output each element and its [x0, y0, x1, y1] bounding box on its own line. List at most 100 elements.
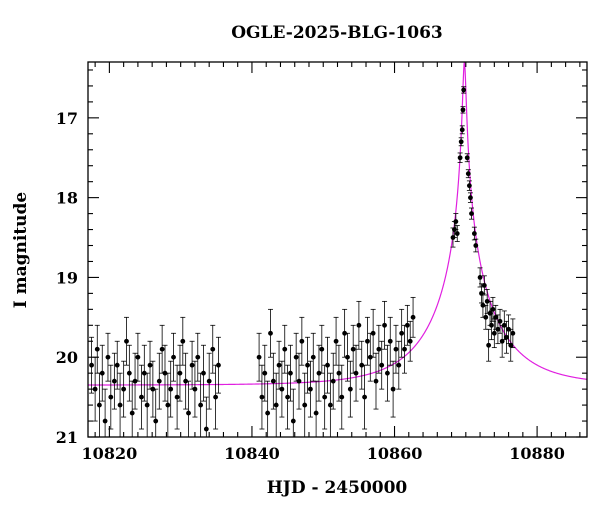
- data-point: [153, 388, 159, 437]
- data-point: [370, 308, 376, 358]
- data-point: [458, 137, 464, 147]
- data-point: [96, 372, 102, 437]
- data-point: [256, 332, 262, 382]
- data-point: [114, 340, 120, 390]
- data-point: [469, 207, 475, 220]
- data-point: [373, 352, 379, 410]
- data-point: [486, 328, 492, 362]
- data-point: [379, 340, 385, 390]
- data-point: [364, 316, 370, 366]
- data-point: [471, 226, 477, 241]
- data-point: [117, 372, 123, 437]
- data-point: [342, 308, 348, 358]
- data-point: [189, 340, 195, 390]
- data-points-layer: [89, 86, 516, 437]
- x-tick-label: 10840: [224, 444, 280, 463]
- data-point: [382, 300, 388, 350]
- chart-title: OGLE-2025-BLG-1063: [231, 23, 443, 43]
- y-tick-label: 21: [56, 428, 78, 447]
- data-point: [126, 344, 132, 402]
- data-point: [94, 324, 100, 374]
- data-point: [457, 152, 463, 163]
- data-point: [467, 192, 473, 203]
- data-point: [135, 332, 141, 382]
- data-point: [138, 364, 144, 430]
- data-point: [259, 364, 265, 430]
- data-point: [123, 316, 129, 366]
- x-tick-labels: 10820 10840 10860 10880: [82, 444, 565, 463]
- data-point: [192, 360, 198, 418]
- data-point: [396, 340, 402, 390]
- data-point: [279, 360, 285, 418]
- data-point: [89, 336, 95, 394]
- data-point: [141, 344, 147, 402]
- data-point: [327, 372, 333, 437]
- plot-frame: [87, 61, 588, 438]
- data-point: [156, 352, 162, 410]
- data-point: [180, 316, 186, 366]
- data-point: [177, 344, 183, 402]
- data-point: [307, 360, 313, 418]
- data-point: [490, 296, 496, 322]
- data-point: [454, 225, 460, 242]
- data-point: [313, 380, 319, 437]
- data-point: [387, 316, 393, 366]
- data-point: [359, 340, 365, 390]
- data-point: [267, 308, 273, 358]
- data-point: [333, 316, 339, 366]
- data-point: [464, 153, 470, 163]
- data-point: [293, 332, 299, 382]
- data-point: [347, 360, 353, 418]
- data-point: [215, 336, 221, 394]
- data-point: [510, 318, 516, 349]
- data-point: [353, 344, 359, 402]
- data-point: [186, 380, 192, 437]
- data-point: [488, 310, 494, 341]
- model-curve: [88, 62, 587, 386]
- x-axis-label: HJD - 2450000: [267, 478, 408, 498]
- data-point: [203, 396, 209, 437]
- data-point: [322, 364, 328, 430]
- data-point: [402, 324, 408, 374]
- data-point: [296, 352, 302, 410]
- data-point: [105, 332, 111, 382]
- data-point: [285, 364, 291, 430]
- y-tick-label: 17: [56, 109, 78, 128]
- data-point: [325, 336, 331, 394]
- data-point: [407, 320, 413, 362]
- y-tick-label: 20: [56, 348, 78, 367]
- data-point: [410, 296, 416, 338]
- data-point: [460, 106, 466, 114]
- data-point: [302, 372, 308, 437]
- data-point: [384, 344, 390, 402]
- data-point: [273, 372, 279, 437]
- data-point: [276, 340, 282, 390]
- data-point: [495, 314, 501, 345]
- x-tick-label: 10880: [509, 444, 565, 463]
- data-point: [390, 360, 396, 418]
- model-curve-layer: [88, 62, 587, 386]
- data-point: [310, 332, 316, 382]
- data-point: [393, 324, 399, 374]
- x-tick-label: 10860: [367, 444, 423, 463]
- data-point: [404, 304, 410, 346]
- data-point: [150, 360, 156, 418]
- data-point: [183, 352, 189, 410]
- data-point: [465, 169, 471, 179]
- data-point: [466, 180, 472, 191]
- data-point: [111, 352, 117, 410]
- data-point: [282, 324, 288, 374]
- data-point: [108, 364, 114, 430]
- data-point: [290, 388, 296, 437]
- y-tick-label: 19: [56, 268, 78, 287]
- data-point: [174, 364, 180, 430]
- data-point: [461, 86, 467, 94]
- data-point: [339, 364, 345, 430]
- y-axis-label: I magnitude: [11, 192, 31, 309]
- axis-ticks: [88, 62, 587, 438]
- data-point: [121, 360, 127, 418]
- data-point: [503, 320, 509, 354]
- data-point: [493, 304, 499, 330]
- data-point: [336, 344, 342, 402]
